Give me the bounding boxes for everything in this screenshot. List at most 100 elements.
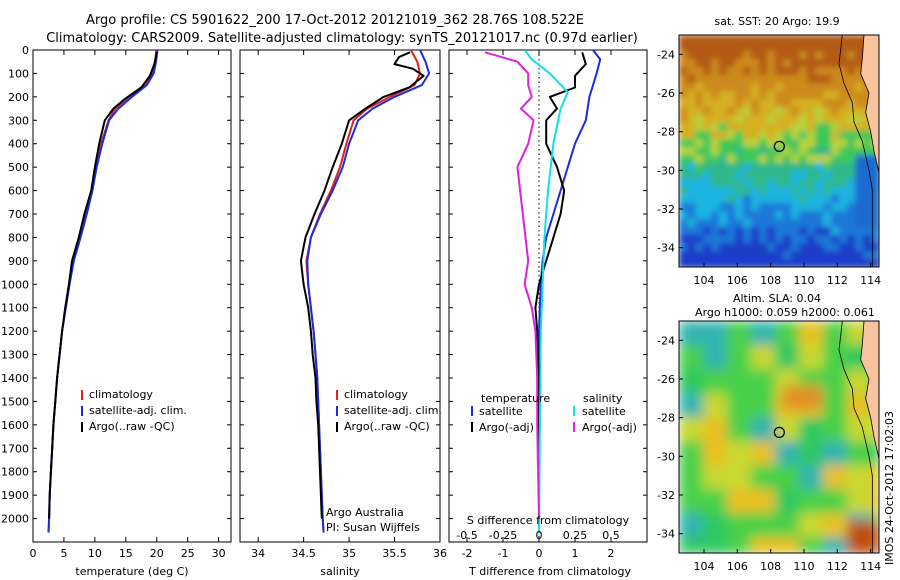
map-cell — [791, 393, 800, 402]
map-cell — [823, 457, 832, 466]
map-cell — [783, 377, 792, 386]
map-cell — [759, 473, 768, 482]
map-cell — [727, 353, 736, 362]
map-cell — [799, 441, 808, 450]
y-tick-label: -30 — [657, 450, 675, 463]
map-cell — [727, 401, 736, 410]
map-cell — [775, 211, 784, 220]
map-cell — [831, 51, 840, 60]
header-title: Argo profile: CS 5901622_200 17-Oct-2012… — [86, 13, 584, 28]
map-cell — [799, 537, 808, 546]
map-cell — [703, 35, 712, 44]
map-cell — [703, 321, 712, 330]
map-cell — [871, 481, 879, 490]
map-cell — [687, 259, 696, 267]
map-cell — [743, 361, 752, 370]
map-cell — [743, 529, 752, 538]
map-cell — [855, 123, 864, 132]
map-cell — [743, 441, 752, 450]
map-cell — [847, 473, 856, 482]
map-cell — [863, 195, 872, 204]
map-cell — [735, 345, 744, 354]
map-cell — [703, 337, 712, 346]
map-cell — [687, 83, 696, 92]
map-cell — [719, 195, 728, 204]
map-cell — [743, 393, 752, 402]
map-cell — [807, 545, 816, 553]
map-cell — [831, 219, 840, 228]
map-cell — [759, 179, 768, 188]
map-cell — [863, 243, 872, 252]
map-cell — [815, 211, 824, 220]
map-cell — [847, 521, 856, 530]
map-cell — [687, 513, 696, 522]
map-cell — [823, 171, 832, 180]
map-cell — [687, 203, 696, 212]
map-cell — [751, 433, 760, 442]
map-cell — [751, 203, 760, 212]
map-cell — [855, 179, 864, 188]
map-cell — [815, 155, 824, 164]
map-cell — [679, 107, 688, 116]
map-cell — [783, 187, 792, 196]
map-cell — [871, 227, 879, 236]
map-cell — [847, 67, 856, 76]
map-cell — [679, 457, 688, 466]
map-cell — [807, 497, 816, 506]
map-cell — [679, 147, 688, 156]
top-tick-label: 0.5 — [602, 529, 620, 542]
map-cell — [831, 67, 840, 76]
map-cell — [807, 409, 816, 418]
map-cell — [839, 321, 848, 330]
map-cell — [823, 83, 832, 92]
map-cell — [679, 345, 688, 354]
map-cell — [815, 171, 824, 180]
map-cell — [719, 51, 728, 60]
map-cell — [727, 147, 736, 156]
map-cell — [727, 51, 736, 60]
map-cell — [855, 43, 864, 52]
map-cell — [751, 441, 760, 450]
map-cell — [839, 497, 848, 506]
map-cell — [743, 91, 752, 100]
annotation-line: PI: Susan Wijffels — [326, 521, 420, 534]
map-cell — [759, 409, 768, 418]
map-cell — [703, 433, 712, 442]
land-shape — [860, 321, 879, 461]
map-cell — [727, 377, 736, 386]
map-cell — [823, 401, 832, 410]
map-cell — [719, 35, 728, 44]
map-cell — [871, 163, 879, 172]
map-cell — [759, 171, 768, 180]
map-cell — [743, 187, 752, 196]
map-cell — [687, 321, 696, 330]
map-cell — [727, 361, 736, 370]
y-tick-label: 1500 — [1, 395, 29, 408]
map-cell — [831, 107, 840, 116]
map-cell — [679, 235, 688, 244]
map-cell — [839, 329, 848, 338]
map-cell — [847, 227, 856, 236]
map-cell — [847, 51, 856, 60]
map-cell — [711, 337, 720, 346]
map-cell — [727, 521, 736, 530]
map-cell — [695, 329, 704, 338]
map-cell — [815, 345, 824, 354]
map-cell — [695, 147, 704, 156]
map-cell — [759, 385, 768, 394]
map-cell — [775, 67, 784, 76]
map-cell — [687, 163, 696, 172]
map-cell — [711, 369, 720, 378]
map-cell — [759, 497, 768, 506]
map-cell — [831, 83, 840, 92]
map-cell — [783, 219, 792, 228]
map-cell — [719, 91, 728, 100]
y-tick-label: 100 — [8, 67, 29, 80]
map-cell — [807, 219, 816, 228]
map-cell — [815, 385, 824, 394]
map-cell — [791, 321, 800, 330]
map-cell — [855, 187, 864, 196]
x-tick-label: 0 — [536, 547, 543, 560]
map-cell — [863, 251, 872, 260]
map-cell — [743, 75, 752, 84]
